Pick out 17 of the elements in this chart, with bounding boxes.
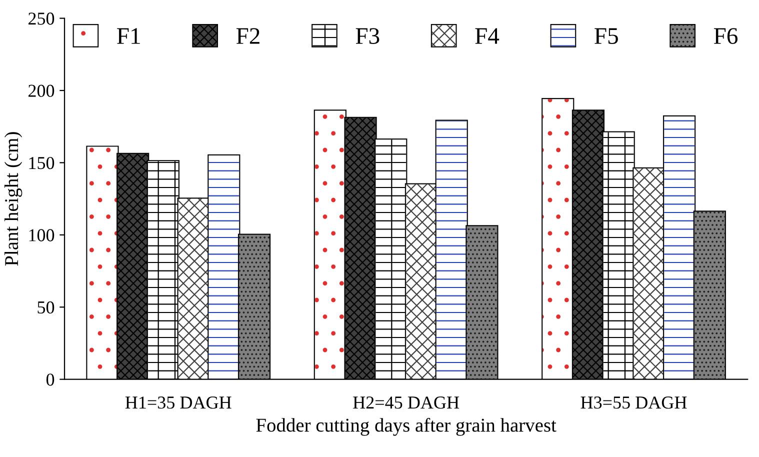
x-tick-label: H2=45 DAGH	[353, 396, 460, 409]
y-tick-label: 150	[29, 156, 54, 170]
legend-label: F5	[594, 28, 618, 44]
y-tick-label: 100	[29, 229, 54, 242]
y-tick-label: 200	[28, 84, 54, 97]
y-tick-label: 0	[46, 374, 54, 386]
legend-label: F1	[117, 28, 140, 44]
legend-label: F2	[236, 28, 260, 44]
y-tick-label: 250	[28, 12, 54, 25]
y-tick-label: 50	[38, 301, 54, 314]
legend-label: F4	[475, 28, 500, 44]
legend-label: F6	[714, 28, 738, 44]
y-axis-title: Plant height (cm)	[4, 132, 22, 266]
legend-label: F3	[356, 28, 380, 44]
x-axis-title: Fodder cutting days after grain harvest	[256, 418, 556, 436]
x-tick-label: H1=35 DAGH	[125, 396, 232, 409]
x-tick-label: H3=55 DAGH	[580, 396, 687, 409]
